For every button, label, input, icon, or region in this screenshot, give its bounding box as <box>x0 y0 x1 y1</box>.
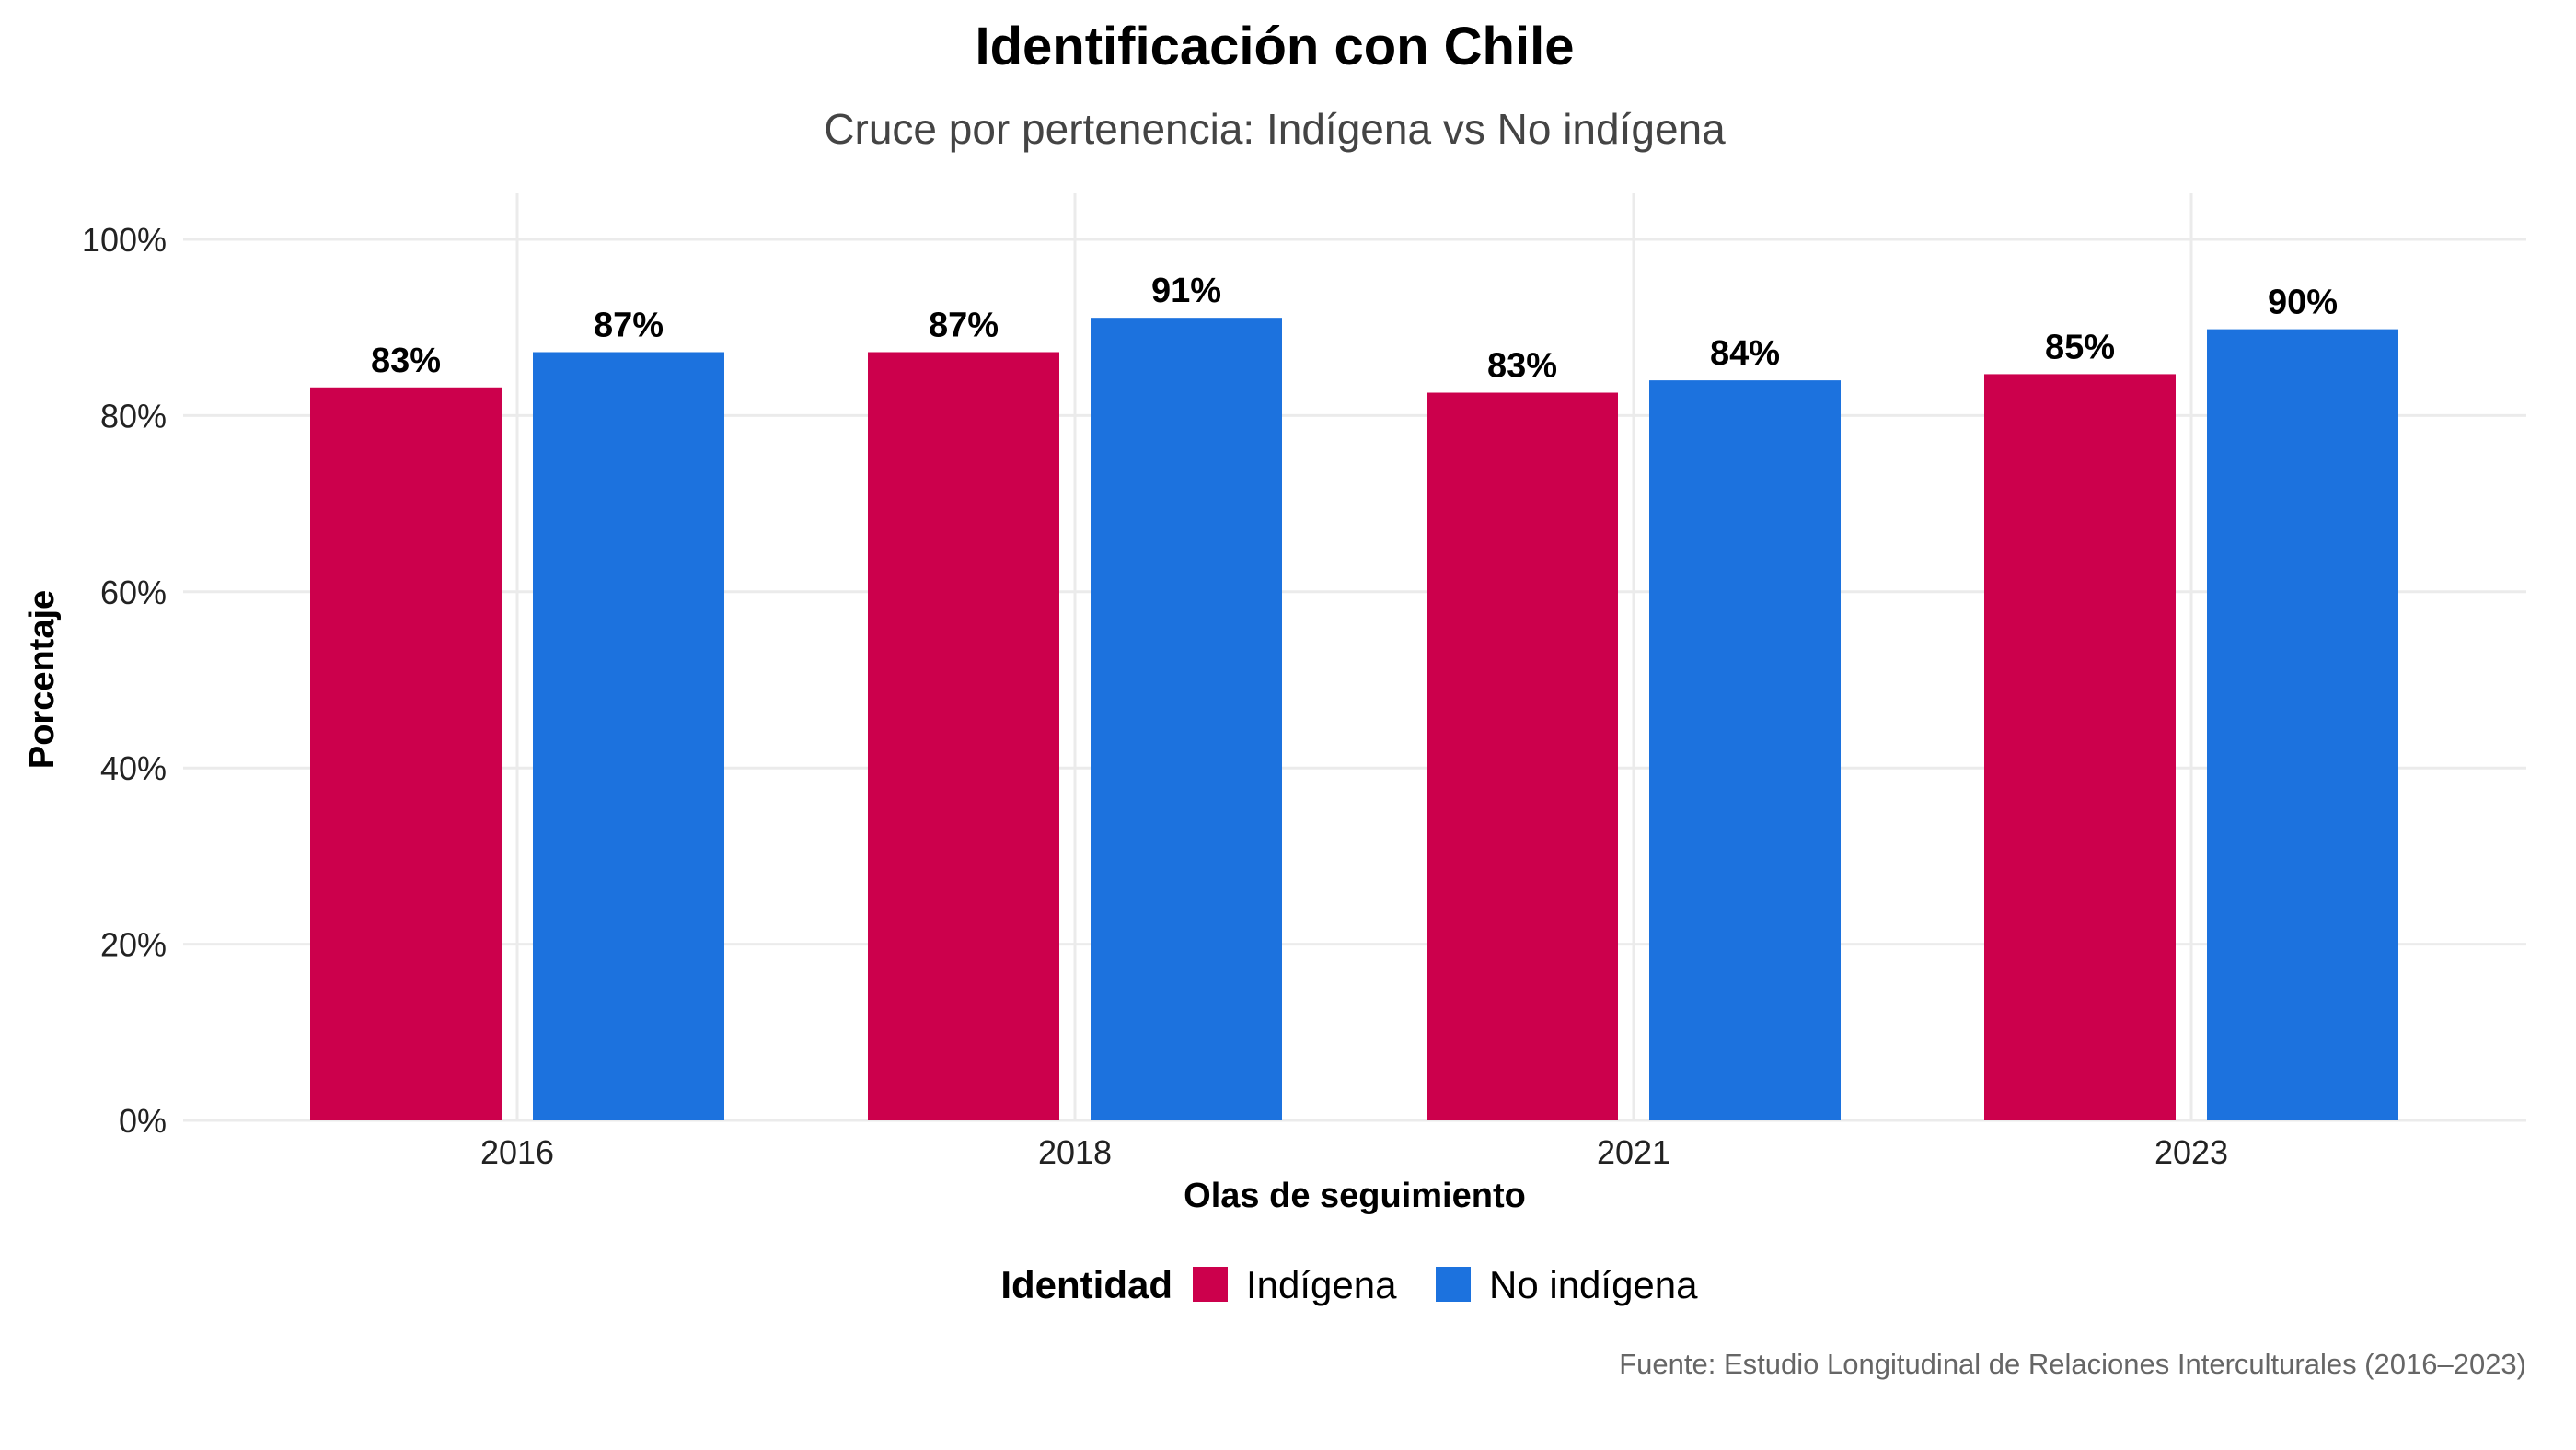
bar-no-indigena-2021 <box>1649 380 1841 1120</box>
y-tick-label: 40% <box>100 749 167 787</box>
x-tick-label: 2016 <box>480 1133 554 1171</box>
bar-indigena-2016 <box>310 387 502 1120</box>
legend-swatch-no-indigena <box>1436 1267 1471 1302</box>
data-label: 91% <box>1151 272 1221 310</box>
data-label: 87% <box>929 306 999 344</box>
bar-no-indigena-2023 <box>2207 329 2398 1120</box>
y-tick-label: 20% <box>100 926 167 964</box>
legend-title: Identidad <box>1000 1263 1172 1306</box>
x-axis-title: Olas de seguimiento <box>1184 1177 1526 1215</box>
y-tick-label: 0% <box>119 1102 167 1140</box>
legend: Identidad Indígena No indígena <box>1000 1263 1698 1306</box>
data-label: 84% <box>1710 334 1780 373</box>
data-label: 90% <box>2268 284 2338 322</box>
bar-indigena-2023 <box>1984 374 2176 1120</box>
bars: 83% 87% 83% 85% 87% 91% 84% 90% <box>310 272 2398 1121</box>
caption: Fuente: Estudio Longitudinal de Relacion… <box>1619 1348 2526 1380</box>
y-axis-ticks: 0% 20% 40% 60% 80% 100% <box>82 221 167 1140</box>
y-tick-label: 100% <box>82 221 167 259</box>
data-label: 83% <box>1487 347 1557 386</box>
y-axis-title: Porcentaje <box>23 590 62 769</box>
data-label: 87% <box>594 306 664 344</box>
legend-label-indigena: Indígena <box>1246 1263 1397 1306</box>
bar-no-indigena-2018 <box>1091 318 1282 1121</box>
data-label: 85% <box>2045 328 2115 366</box>
bar-no-indigena-2016 <box>533 352 724 1121</box>
legend-swatch-indigena <box>1193 1267 1228 1302</box>
x-tick-label: 2023 <box>2154 1133 2228 1171</box>
chart-title: Identificación con Chile <box>976 17 1575 76</box>
bar-indigena-2021 <box>1427 392 1618 1120</box>
bar-indigena-2018 <box>868 352 1059 1121</box>
chart-subtitle: Cruce por pertenencia: Indígena vs No in… <box>824 105 1726 153</box>
legend-label-no-indigena: No indígena <box>1489 1263 1698 1306</box>
x-tick-label: 2021 <box>1597 1133 1670 1171</box>
y-tick-label: 80% <box>100 397 167 435</box>
data-label: 83% <box>371 342 441 380</box>
x-tick-label: 2018 <box>1038 1133 1112 1171</box>
y-tick-label: 60% <box>100 574 167 611</box>
x-axis-ticks: 2016 2018 2021 2023 <box>480 1133 2228 1171</box>
